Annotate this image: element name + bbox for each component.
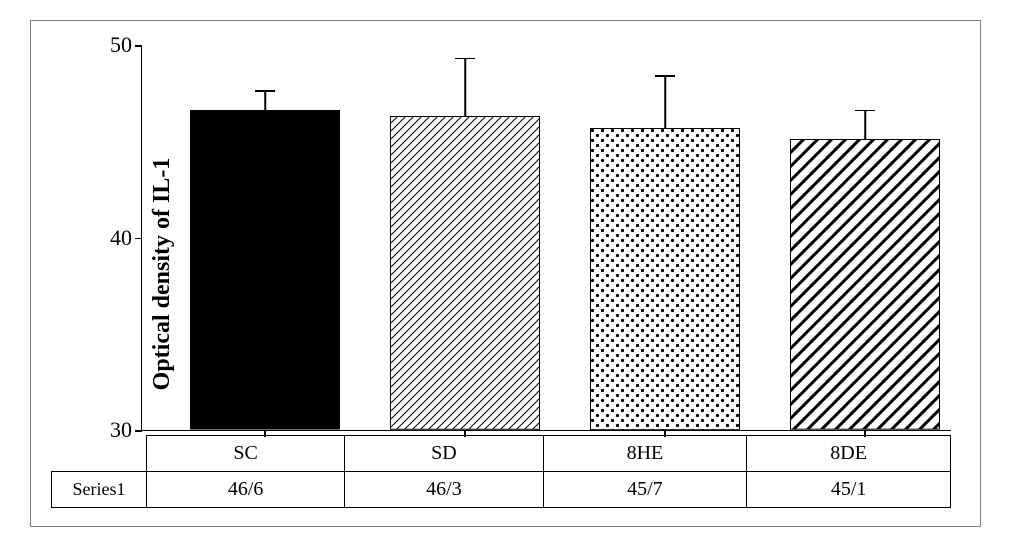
table-corner	[52, 436, 147, 472]
value-cell: 46/6	[147, 472, 345, 508]
table-row: Series146/646/345/745/1	[52, 472, 951, 508]
series-header: Series1	[52, 472, 147, 508]
error-cap	[255, 90, 275, 92]
value-cell: 46/3	[345, 472, 543, 508]
data-table: SCSD8HE8DESeries146/646/345/745/1	[51, 435, 951, 508]
error-bar	[664, 76, 666, 128]
error-bar	[264, 91, 266, 110]
figure-frame: Optical density of IL-1 304050 SCSD8HE8D…	[30, 20, 981, 527]
bar-group	[390, 45, 540, 430]
bar	[590, 128, 740, 430]
bar-group	[790, 45, 940, 430]
error-bar	[464, 58, 466, 116]
bar-group	[590, 45, 740, 430]
ytick-mark	[135, 238, 142, 240]
error-cap	[455, 58, 475, 60]
category-cell: SD	[345, 436, 543, 472]
bar	[390, 116, 540, 430]
error-cap	[855, 110, 875, 112]
ytick-label: 40	[110, 225, 132, 251]
category-cell: SC	[147, 436, 345, 472]
value-cell: 45/1	[747, 472, 951, 508]
table-row: SCSD8HE8DE	[52, 436, 951, 472]
category-cell: 8HE	[543, 436, 747, 472]
ytick-mark	[135, 430, 142, 432]
error-bar	[864, 110, 866, 139]
error-cap	[655, 75, 675, 77]
bar	[790, 139, 940, 430]
ytick-mark	[135, 45, 142, 47]
value-cell: 45/7	[543, 472, 747, 508]
bar-group	[190, 45, 340, 430]
ytick-label: 50	[110, 32, 132, 58]
plot-area: 304050	[141, 46, 951, 431]
category-cell: 8DE	[747, 436, 951, 472]
bar	[190, 110, 340, 430]
